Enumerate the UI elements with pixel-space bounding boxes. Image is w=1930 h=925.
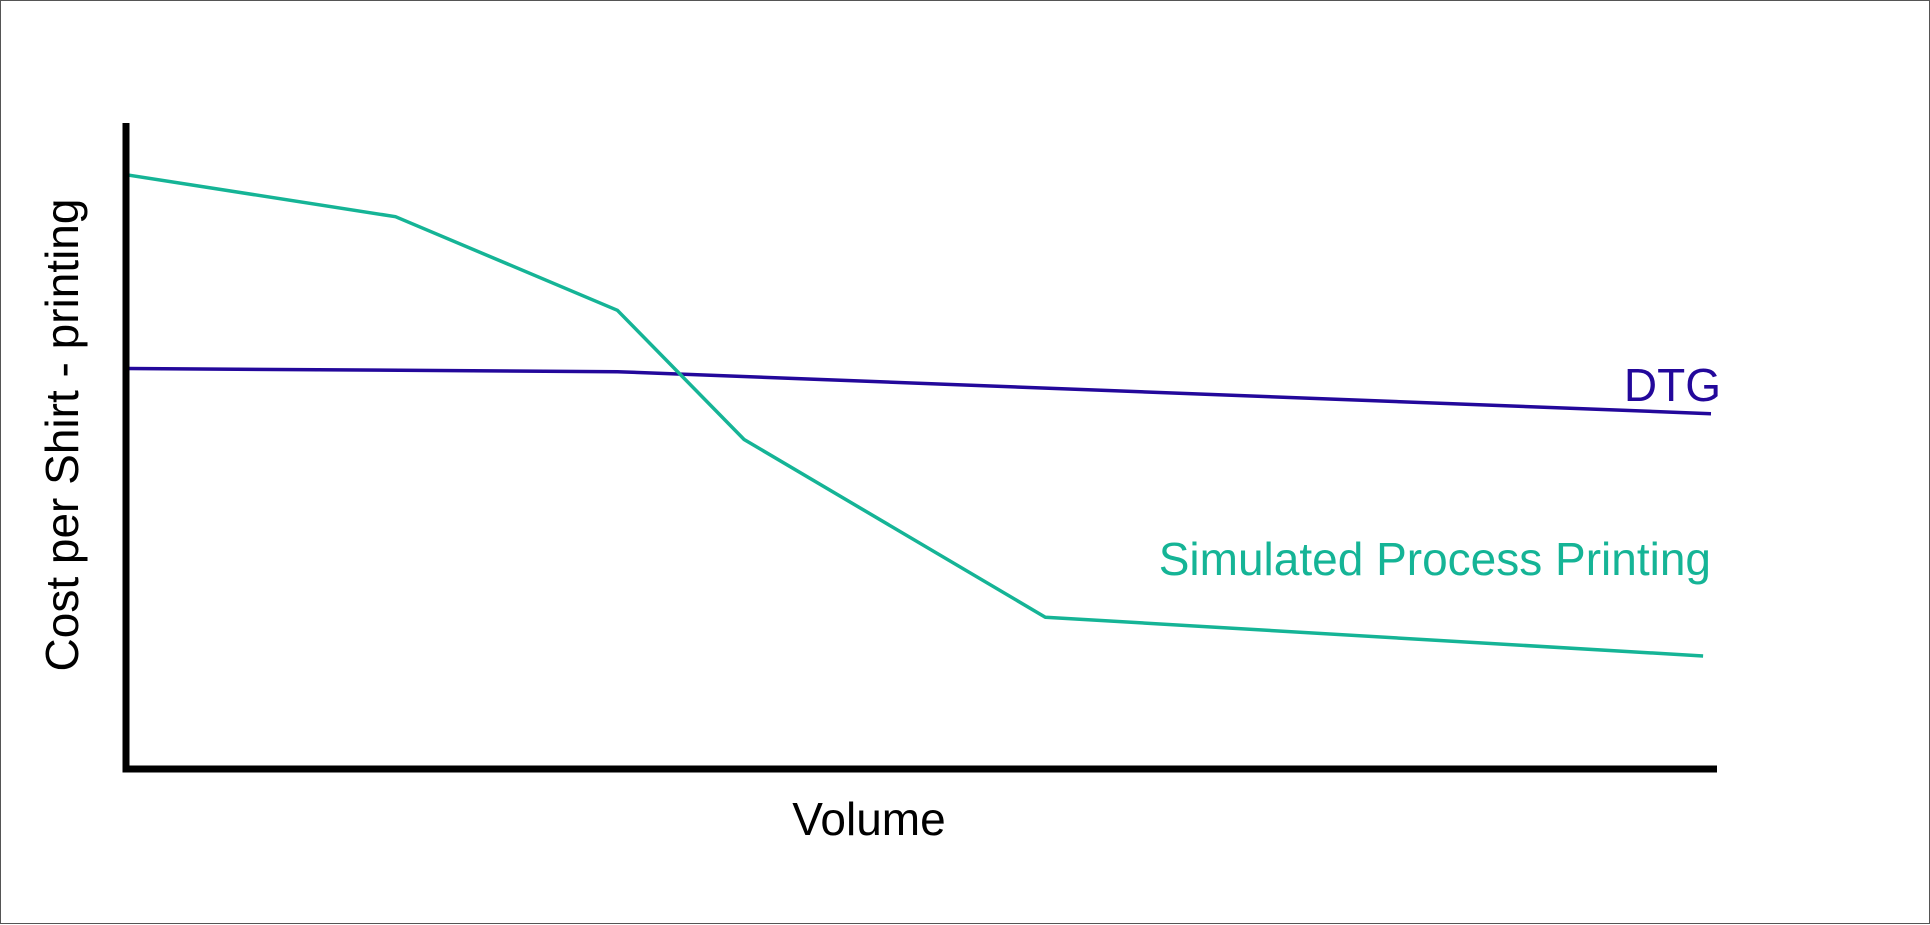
series-line-dtg xyxy=(125,366,1712,416)
series-line-simulated-process-printing xyxy=(125,172,1704,658)
x-axis-label: Volume xyxy=(792,793,945,845)
y-axis-label: Cost per Shirt - printing xyxy=(36,199,88,672)
series-label-dtg: DTG xyxy=(1624,359,1721,411)
series-label-simulated-process-printing: Simulated Process Printing xyxy=(1159,533,1711,585)
series-layer xyxy=(125,172,1712,658)
